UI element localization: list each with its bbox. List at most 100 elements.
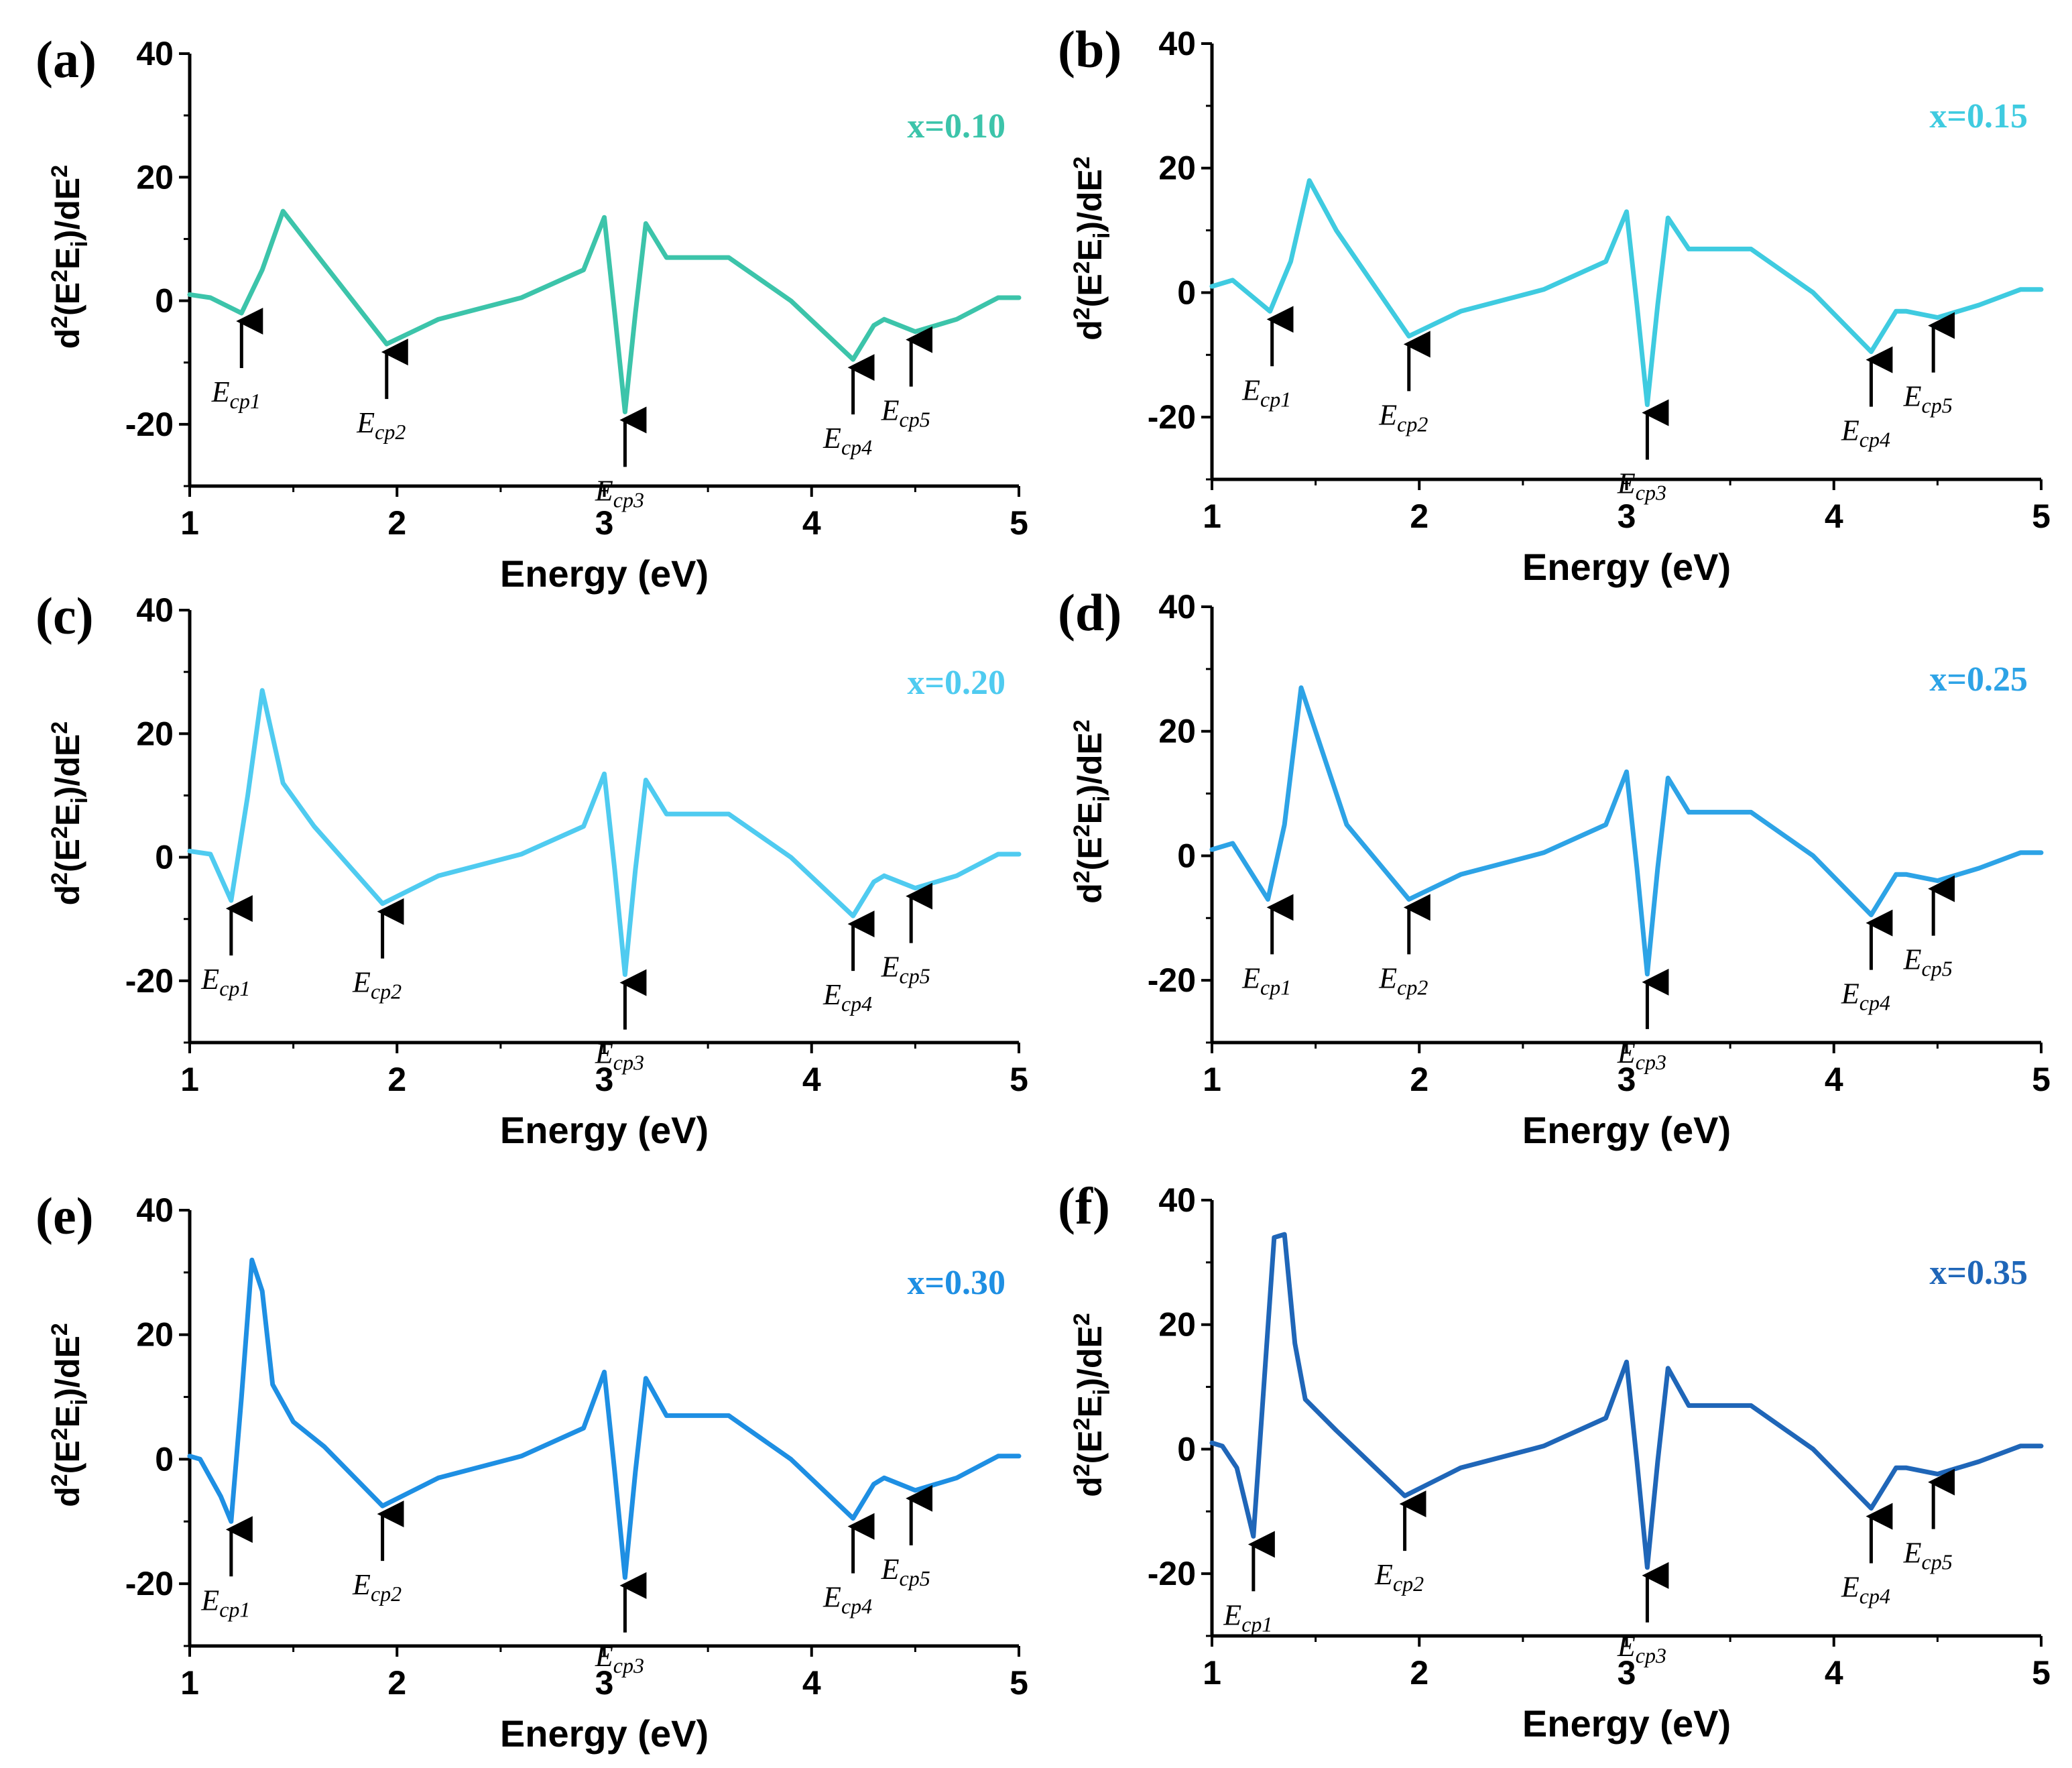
y-tick-label: -20 xyxy=(125,962,174,1000)
series-line xyxy=(187,1257,1022,1580)
panel-letter: (e) xyxy=(36,1187,94,1245)
panel-letter: (a) xyxy=(36,30,97,89)
x-axis-title: Energy (eV) xyxy=(500,1712,709,1755)
y-tick-label: 0 xyxy=(155,282,174,320)
x-tick-label: 3 xyxy=(1618,1061,1636,1098)
x-tick-label: 5 xyxy=(1010,504,1028,542)
x-tick-label: 3 xyxy=(595,1061,614,1098)
series-line xyxy=(187,209,1022,414)
x-tick-label: 5 xyxy=(2032,1061,2051,1098)
annotation-label: Ecp1 xyxy=(1241,373,1291,411)
annotation-label: Ecp2 xyxy=(352,966,402,1004)
annotation-label: Ecp2 xyxy=(356,406,406,444)
panel-letter: (d) xyxy=(1058,583,1121,642)
panel-letter: (b) xyxy=(1058,20,1121,78)
y-axis-title: d2(E2Ei)/dE2 xyxy=(47,721,93,906)
x-tick-label: 2 xyxy=(387,504,406,542)
series-line xyxy=(1209,685,2044,977)
x-tick-label: 4 xyxy=(802,1664,821,1702)
x-tick-label: 1 xyxy=(180,1664,199,1702)
annotation-label: Ecp3 xyxy=(1617,467,1666,505)
panel-e: 1 2 3 4 5 -20 0 20 40 Energy (eV) d2(E2Ei)/dE2 (e) x… xyxy=(36,1187,1028,1755)
series-label: x=0.15 xyxy=(1929,97,2028,135)
y-tick-label: -20 xyxy=(1148,961,1196,999)
y-tick-label: 20 xyxy=(136,158,174,196)
x-tick-label: 2 xyxy=(1410,497,1428,535)
x-tick-label: 3 xyxy=(595,504,614,542)
annotation-label: Ecp3 xyxy=(595,474,644,512)
annotation-label: Ecp2 xyxy=(1378,961,1428,999)
panel-a: 1 2 3 4 5 -20 0 20 40 Energy (eV) d2(E2Ei)/dE2 (a) x… xyxy=(36,30,1028,595)
y-axis-title: d2(E2Ei)/dE2 xyxy=(47,165,93,349)
annotation-label: Ecp5 xyxy=(1903,380,1953,418)
series-label: x=0.30 xyxy=(907,1264,1005,1302)
y-tick-label: 20 xyxy=(1158,150,1196,187)
series-line xyxy=(187,688,1022,978)
annotation-label: Ecp4 xyxy=(1841,414,1890,452)
x-tick-label: 2 xyxy=(1410,1061,1428,1098)
annotation-label: Ecp1 xyxy=(200,1584,250,1621)
annotation-label: Ecp2 xyxy=(352,1568,402,1606)
y-tick-label: 0 xyxy=(155,839,174,876)
y-axis-title: d2(E2Ei)/dE2 xyxy=(1069,719,1115,904)
x-tick-label: 1 xyxy=(180,1061,199,1098)
series-label: x=0.35 xyxy=(1929,1254,2028,1292)
x-tick-label: 2 xyxy=(1410,1654,1428,1692)
y-axis-title: d2(E2Ei)/dE2 xyxy=(47,1323,93,1507)
x-tick-label: 3 xyxy=(1618,497,1636,535)
x-tick-label: 1 xyxy=(1203,1061,1221,1098)
y-tick-label: 20 xyxy=(1158,1306,1196,1344)
series-label: x=0.25 xyxy=(1929,660,2028,699)
annotation-label: Ecp5 xyxy=(1903,943,1953,981)
y-tick-label: 20 xyxy=(136,715,174,752)
y-tick-label: -20 xyxy=(125,406,174,443)
x-tick-label: 5 xyxy=(1010,1664,1028,1702)
panel-b: 1 2 3 4 5 -20 0 20 40 Energy (eV) d2(E2Ei)/dE2 (b) x… xyxy=(1058,20,2051,588)
annotation-label: Ecp4 xyxy=(822,1581,872,1618)
y-tick-label: -20 xyxy=(125,1565,174,1602)
x-tick-label: 4 xyxy=(802,504,821,542)
y-tick-label: 0 xyxy=(1177,1430,1196,1468)
x-tick-label: 4 xyxy=(802,1061,821,1098)
panel-letter: (f) xyxy=(1058,1177,1110,1235)
x-axis-title: Energy (eV) xyxy=(500,1109,709,1151)
annotation-label: Ecp5 xyxy=(881,951,930,988)
panel-f: 1 2 3 4 5 -20 0 20 40 Energy (eV) d2(E2Ei)/dE2 (f) x… xyxy=(1058,1177,2051,1745)
annotation-label: Ecp1 xyxy=(1241,961,1291,999)
series-line xyxy=(1209,1232,2044,1570)
panel-c: 1 2 3 4 5 -20 0 20 40 Energy (eV) d2(E2Ei)/dE2 (c) x… xyxy=(36,587,1028,1151)
y-tick-label: 0 xyxy=(1177,837,1196,874)
x-axis-title: Energy (eV) xyxy=(1522,1109,1731,1151)
y-tick-label: 40 xyxy=(136,1191,174,1229)
annotation-label: Ecp1 xyxy=(211,375,261,413)
x-tick-label: 5 xyxy=(2032,497,2051,535)
y-axis-title: d2(E2Ei)/dE2 xyxy=(1069,1313,1115,1497)
annotation-label: Ecp4 xyxy=(1841,1571,1890,1608)
x-tick-label: 1 xyxy=(1203,1654,1221,1692)
y-tick-label: 20 xyxy=(1158,713,1196,750)
annotation-label: Ecp1 xyxy=(200,963,250,1000)
y-tick-label: 40 xyxy=(136,591,174,629)
x-tick-label: 3 xyxy=(1618,1654,1636,1692)
y-tick-label: 40 xyxy=(1158,588,1196,626)
y-tick-label: -20 xyxy=(1148,1555,1196,1592)
series-label: x=0.20 xyxy=(907,664,1005,702)
y-tick-label: -20 xyxy=(1148,398,1196,436)
y-axis-title: d2(E2Ei)/dE2 xyxy=(1069,156,1115,341)
annotation-label: Ecp1 xyxy=(1223,1598,1272,1636)
series-label: x=0.10 xyxy=(907,107,1005,145)
panel-letter: (c) xyxy=(36,587,94,645)
annotation-label: Ecp3 xyxy=(595,1037,644,1075)
x-axis-title: Energy (eV) xyxy=(1522,1702,1731,1745)
y-tick-label: 0 xyxy=(1177,274,1196,311)
x-tick-label: 1 xyxy=(1203,497,1221,535)
annotation-label: Ecp3 xyxy=(595,1640,644,1677)
y-tick-label: 40 xyxy=(136,35,174,72)
x-tick-label: 4 xyxy=(1825,1654,1843,1692)
y-tick-label: 40 xyxy=(1158,25,1196,62)
annotation-label: Ecp3 xyxy=(1617,1037,1666,1074)
annotation-label: Ecp3 xyxy=(1617,1630,1666,1667)
x-tick-label: 1 xyxy=(180,504,199,542)
x-tick-label: 5 xyxy=(2032,1654,2051,1692)
